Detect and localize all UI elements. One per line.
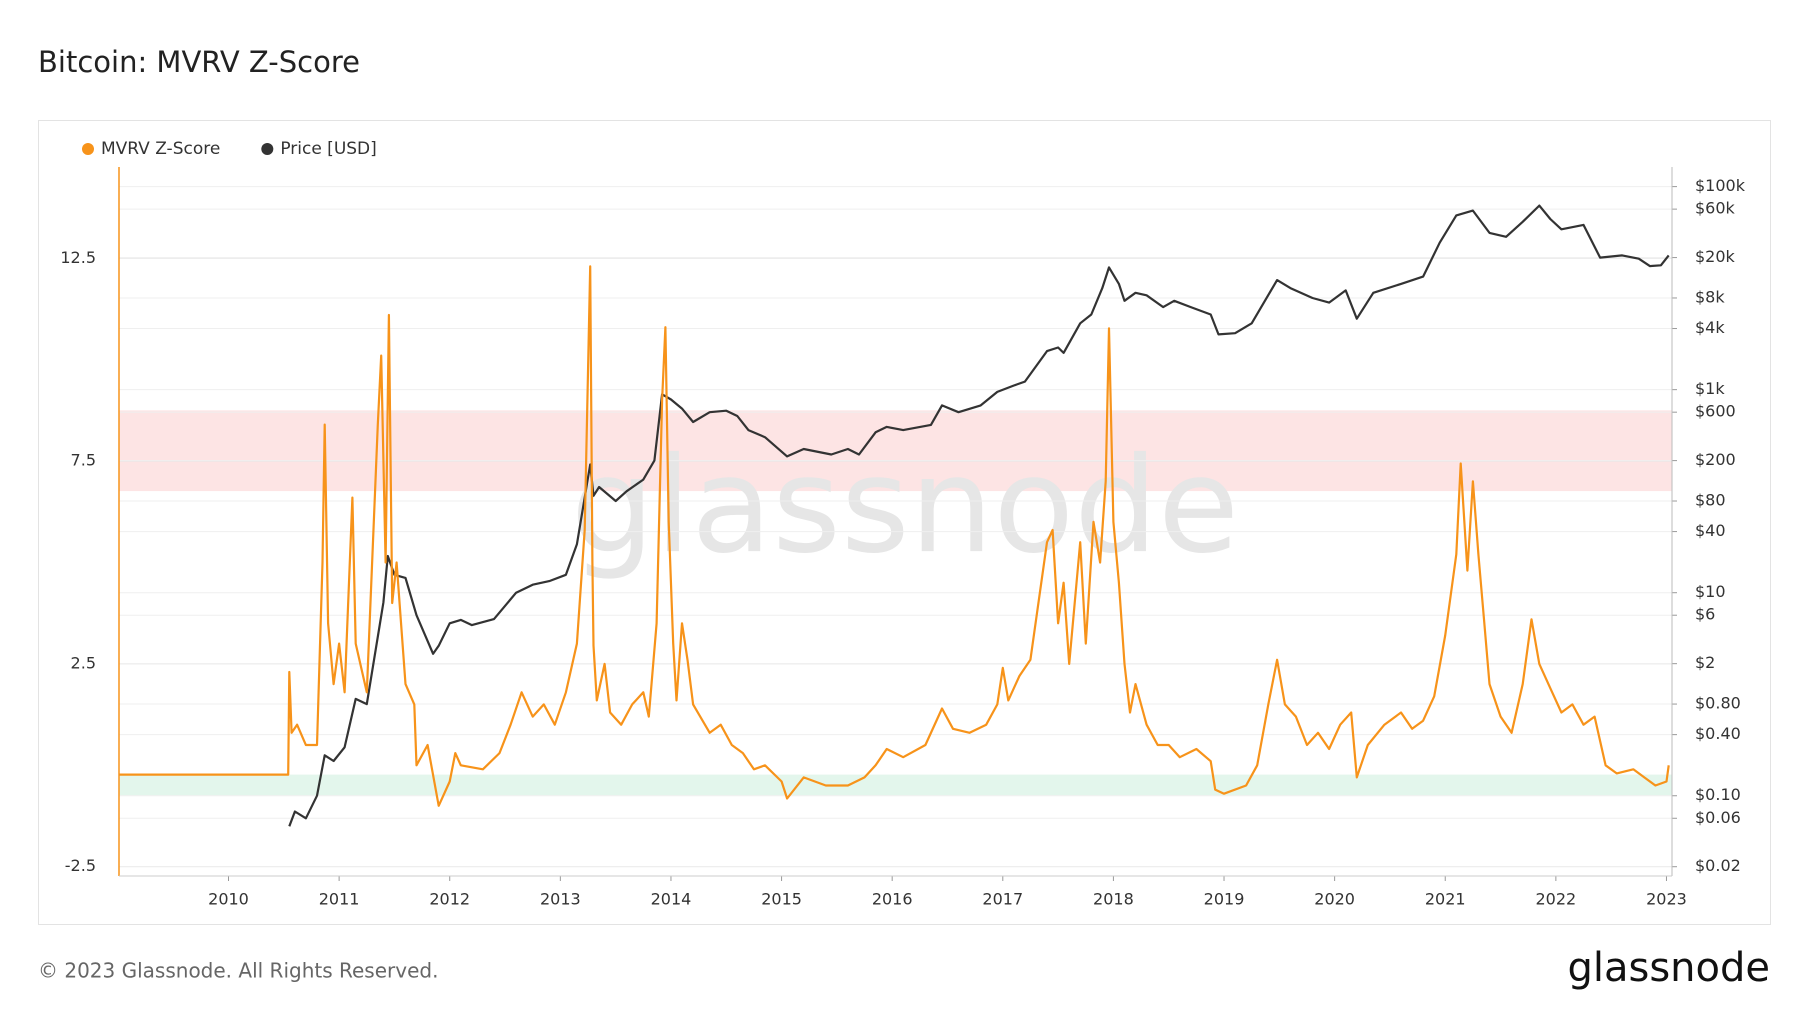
y2-tick-label: $200 (1695, 450, 1736, 469)
logo: glassnode (1567, 945, 1770, 991)
x-tick-label: 2020 (1314, 890, 1355, 909)
y2-tick-label: $100k (1695, 176, 1746, 195)
y2-tick-label: $0.40 (1695, 724, 1741, 743)
y2-tick-label: $0.06 (1695, 808, 1741, 827)
y2-tick-label: $10 (1695, 582, 1726, 601)
x-tick-label: 2017 (982, 890, 1023, 909)
x-tick-label: 2012 (429, 890, 470, 909)
y2-tick-label: $600 (1695, 402, 1736, 421)
x-tick-label: 2013 (540, 890, 581, 909)
x-tick-label: 2015 (761, 890, 802, 909)
legend-label: Price [USD] (280, 139, 376, 159)
y-tick-label: 2.5 (71, 653, 96, 672)
x-tick-label: 2019 (1204, 890, 1245, 909)
watermark: glassnode (571, 429, 1239, 583)
y2-tick-label: $0.10 (1695, 785, 1741, 804)
y2-tick-label: $6 (1695, 605, 1715, 624)
x-tick-label: 2014 (651, 890, 692, 909)
y2-tick-label: $2 (1695, 653, 1715, 672)
legend-label: MVRV Z-Score (101, 139, 220, 159)
y-tick-label: 7.5 (71, 451, 96, 470)
zone-band (119, 774, 1672, 796)
series-line (119, 265, 1670, 807)
y-tick-label: -2.5 (65, 856, 96, 875)
x-tick-label: 2023 (1646, 890, 1687, 909)
chart-title: Bitcoin: MVRV Z-Score (38, 45, 360, 79)
y-tick-label: 12.5 (60, 248, 96, 267)
legend-marker (82, 143, 94, 155)
x-tick-label: 2010 (208, 890, 249, 909)
legend-marker (261, 143, 274, 155)
x-tick-label: 2011 (319, 890, 360, 909)
x-tick-label: 2022 (1535, 890, 1576, 909)
x-tick-label: 2021 (1425, 890, 1466, 909)
y2-tick-label: $1k (1695, 379, 1725, 398)
x-tick-label: 2018 (1093, 890, 1134, 909)
x-tick-label: 2016 (872, 890, 913, 909)
y2-tick-label: $60k (1695, 199, 1736, 218)
series-line (288, 204, 1670, 827)
y2-tick-label: $40 (1695, 521, 1726, 540)
y2-tick-label: $80 (1695, 491, 1726, 510)
copyright: © 2023 Glassnode. All Rights Reserved. (38, 959, 438, 983)
y2-tick-label: $20k (1695, 247, 1736, 266)
y2-tick-label: $4k (1695, 318, 1725, 337)
y2-tick-label: $0.02 (1695, 856, 1741, 875)
y2-tick-label: $8k (1695, 287, 1725, 306)
y2-tick-label: $0.80 (1695, 694, 1741, 713)
